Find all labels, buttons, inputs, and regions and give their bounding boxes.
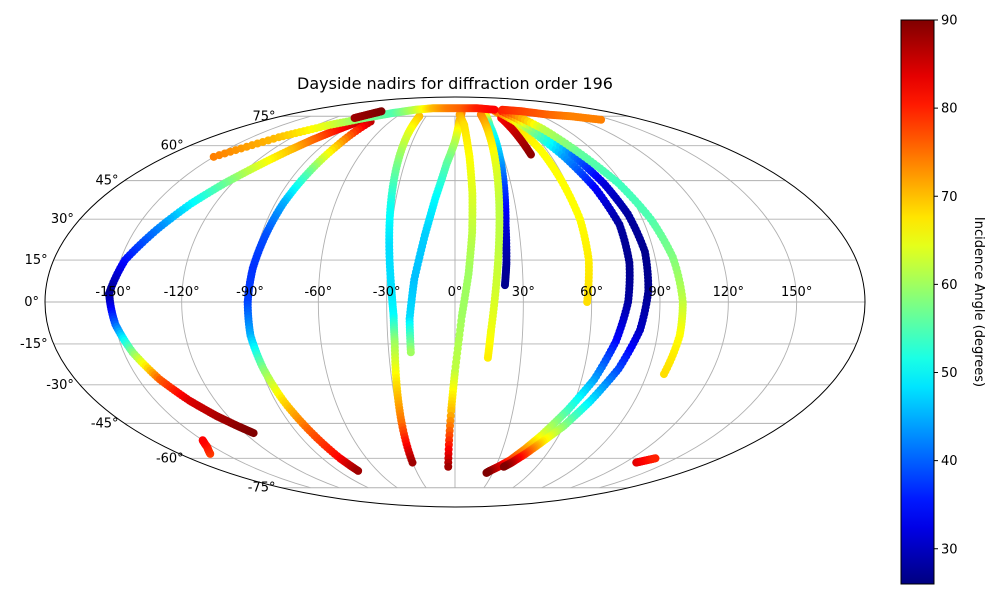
meridian-line <box>512 115 593 489</box>
scatter-point <box>483 353 492 362</box>
colorbar-tick-label: 40 <box>941 454 958 469</box>
longitude-tick-label: 30° <box>512 285 535 300</box>
longitude-tick-label: 120° <box>713 285 744 300</box>
scatter-points <box>105 104 687 477</box>
longitude-tick-label: -120° <box>164 285 200 300</box>
colorbar-tick-label: 70 <box>941 190 958 205</box>
colorbar-tick-label: 60 <box>941 278 958 293</box>
scatter-point <box>583 298 592 306</box>
colorbar-label: Incidence Angle (degrees) <box>971 217 986 387</box>
meridian-line <box>599 115 798 489</box>
latitude-tick-label: 0° <box>24 295 39 310</box>
colorbar: 30 40 50 60 70 80 90 Incidence Angle (degrees) <box>900 14 986 585</box>
scatter-point <box>249 429 258 438</box>
meridian-line <box>483 116 524 488</box>
longitude-tick-label: -30° <box>373 285 401 300</box>
scatter-point <box>408 458 417 467</box>
scatter-point <box>482 468 491 477</box>
colorbar-tick-label: 30 <box>941 542 958 557</box>
longitude-tick-label: 60° <box>580 285 603 300</box>
longitude-tick-label: -150° <box>95 285 131 300</box>
scatter-point <box>406 348 415 357</box>
colorbar-gradient <box>900 19 935 585</box>
latitude-tick-label: 75° <box>252 109 275 124</box>
colorbar-tick-label: 50 <box>941 366 958 381</box>
scatter-point <box>354 466 363 475</box>
graticule-grid <box>45 115 865 489</box>
meridian-line <box>317 115 398 489</box>
latitude-tick-label: 45° <box>96 174 119 189</box>
latitude-tick-label: -75° <box>248 481 276 496</box>
scatter-point <box>499 462 508 471</box>
latitude-tick-label: -45° <box>91 416 119 431</box>
meridian-line <box>541 115 661 489</box>
scatter-point <box>526 150 535 159</box>
longitude-tick-labels: -150° -120° -90° -60° -30° 0° 30° 60° 90° 120° 150… <box>95 285 812 300</box>
longitude-tick-label: 150° <box>781 285 812 300</box>
longitude-tick-label: 0° <box>448 285 463 300</box>
scatter-point <box>659 370 668 379</box>
colorbar-ticks: 30 40 50 60 70 80 90 <box>934 14 958 557</box>
latitude-tick-label: 30° <box>51 212 74 227</box>
latitude-tick-label: -30° <box>46 378 74 393</box>
chart-title: Dayside nadirs for diffraction order 196 <box>297 74 613 93</box>
scatter-point <box>377 107 386 116</box>
scatter-point <box>651 454 660 463</box>
longitude-tick-label: 90° <box>648 285 671 300</box>
latitude-tick-label: 15° <box>25 253 48 268</box>
colorbar-tick-label: 80 <box>941 102 958 117</box>
scatter-point <box>444 462 453 471</box>
scatter-point <box>597 115 606 124</box>
latitude-tick-label: -15° <box>20 337 48 352</box>
latitude-tick-label: -60° <box>156 451 184 466</box>
longitude-tick-label: -60° <box>304 285 332 300</box>
latitude-tick-labels: -75° -60° -45° -30° -15° 0° 15° 30° 45° 60° 75° <box>20 109 276 495</box>
latitude-tick-label: 60° <box>161 139 184 154</box>
scatter-point <box>500 281 509 290</box>
map-border <box>44 96 866 508</box>
scatter-point <box>198 436 207 445</box>
scatter-point <box>490 105 499 114</box>
meridian-line <box>570 115 729 489</box>
colorbar-tick-label: 90 <box>941 14 958 29</box>
longitude-tick-label: -90° <box>236 285 264 300</box>
